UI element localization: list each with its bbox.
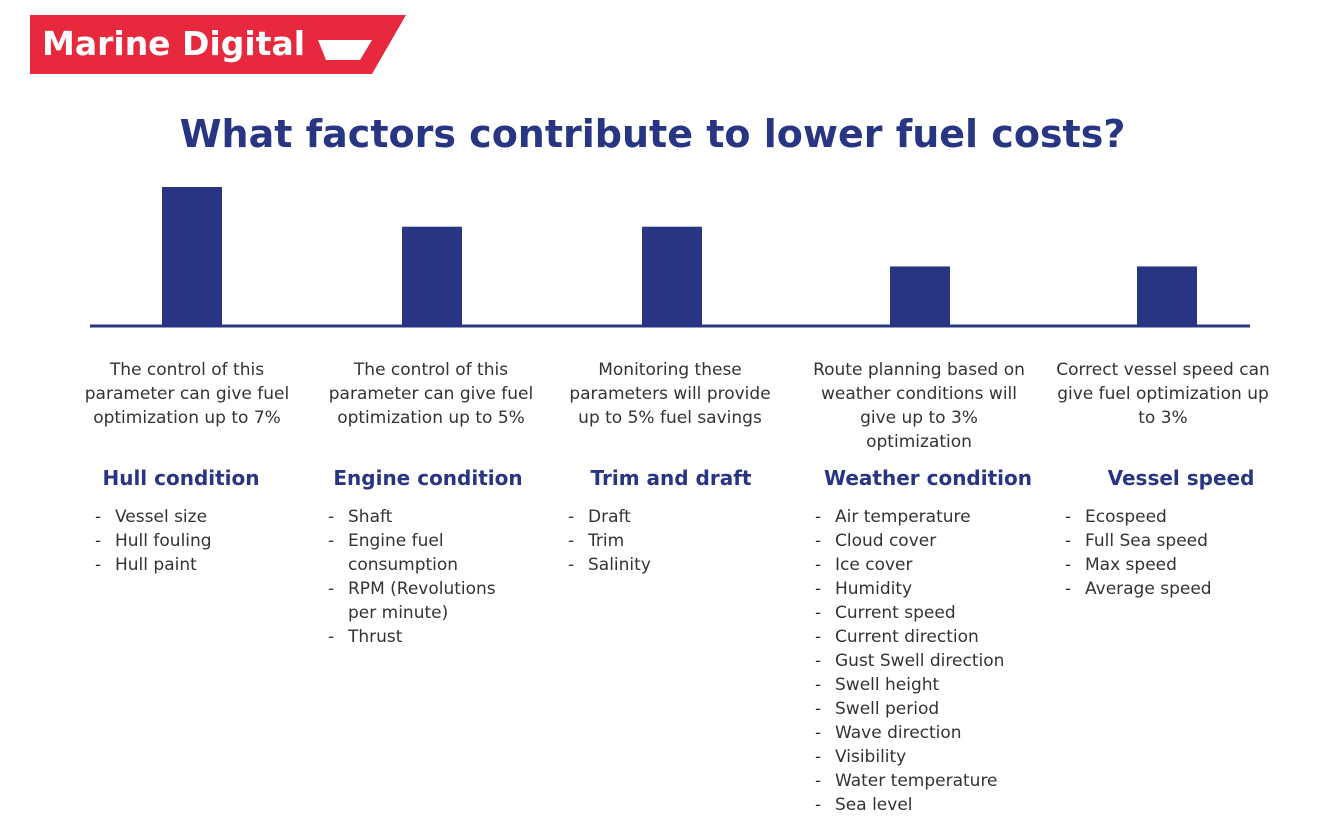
factor-item: Full Sea speed	[1065, 529, 1265, 553]
factor-list: ShaftEngine fuel consumptionRPM (Revolut…	[328, 505, 528, 649]
factor-item: Air temperature	[815, 505, 1015, 529]
factor-item: Max speed	[1065, 553, 1265, 577]
factor-item: Current speed	[815, 601, 1015, 625]
description: Monitoring these parameters will provide…	[569, 360, 771, 428]
factor-item: Humidity	[815, 577, 1015, 601]
bar	[162, 187, 222, 326]
factor-item: Thrust	[328, 625, 528, 649]
category-label: Vessel speed	[1107, 466, 1255, 490]
factor-item: Engine fuel consumption	[328, 529, 528, 577]
factor-item: Wave direction	[815, 721, 1015, 745]
category-label: Hull condition	[102, 466, 260, 490]
factor-item: Ice cover	[815, 553, 1015, 577]
factor-item: Gust Swell direction	[815, 649, 1015, 673]
bar	[402, 226, 462, 326]
category-label: Trim and draft	[590, 466, 752, 490]
description: Correct vessel speed can give fuel optim…	[1056, 360, 1270, 428]
factor-item: Salinity	[568, 553, 768, 577]
factor-item: Vessel size	[95, 505, 295, 529]
factor-item: Average speed	[1065, 577, 1265, 601]
factor-item: Shaft	[328, 505, 528, 529]
factor-item: Swell period	[815, 697, 1015, 721]
description: The control of this parameter can give f…	[84, 360, 290, 428]
factor-item: RPM (Revolutions per minute)	[328, 577, 528, 625]
bar	[1137, 266, 1197, 326]
factor-item: Visibility	[815, 745, 1015, 769]
description: Route planning based on weather conditio…	[813, 360, 1025, 452]
bar	[890, 266, 950, 326]
category-label: Engine condition	[333, 466, 523, 490]
factor-item: Sea level	[815, 793, 1015, 817]
factor-item: Swell height	[815, 673, 1015, 697]
factor-item: Cloud cover	[815, 529, 1015, 553]
factor-list: EcospeedFull Sea speedMax speedAverage s…	[1065, 505, 1265, 601]
bar	[642, 226, 702, 326]
description: The control of this parameter can give f…	[328, 360, 534, 428]
factor-item: Hull fouling	[95, 529, 295, 553]
brand: Marine Digital	[42, 24, 306, 63]
factor-item: Water temperature	[815, 769, 1015, 793]
factor-list: Air temperatureCloud coverIce coverHumid…	[815, 505, 1015, 817]
factor-item: Draft	[568, 505, 768, 529]
factor-list: DraftTrimSalinity	[568, 505, 768, 577]
category-label: Weather condition	[824, 466, 1032, 490]
logo-flag	[318, 40, 372, 60]
chart-title: What factors contribute to lower fuel co…	[179, 112, 1126, 156]
factor-item: Current direction	[815, 625, 1015, 649]
factor-item: Ecospeed	[1065, 505, 1265, 529]
factor-item: Trim	[568, 529, 768, 553]
logo-banner	[30, 15, 406, 74]
factor-list: Vessel sizeHull foulingHull paint	[95, 505, 295, 577]
factor-item: Hull paint	[95, 553, 295, 577]
